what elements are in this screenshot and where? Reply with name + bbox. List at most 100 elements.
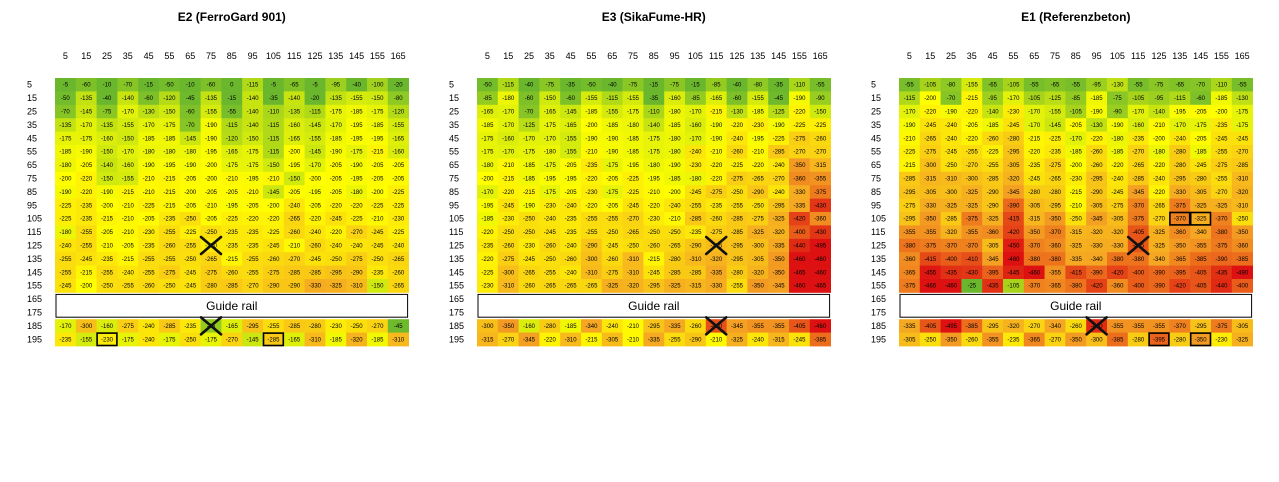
cell-value: -225 bbox=[481, 270, 494, 276]
cell-value: -235 bbox=[565, 230, 578, 236]
cell-value: -175 bbox=[627, 110, 640, 116]
heatmap-cell bbox=[581, 319, 603, 333]
heatmap-cell bbox=[304, 78, 326, 92]
cell-value: -240 bbox=[351, 244, 364, 250]
heatmap-cell bbox=[96, 319, 118, 333]
cell-value: -185 bbox=[1195, 150, 1208, 156]
heatmap-cell bbox=[1044, 78, 1066, 92]
cell-value: -5 bbox=[312, 83, 318, 89]
heatmap-cell bbox=[1127, 131, 1149, 146]
heatmap-cell bbox=[601, 225, 623, 240]
cell-value: -215 bbox=[903, 163, 916, 169]
y-tick-label: 85 bbox=[449, 187, 459, 197]
heatmap-cell bbox=[1127, 319, 1149, 333]
heatmap-cell bbox=[768, 145, 790, 159]
heatmap-cell bbox=[768, 91, 790, 106]
cell-value: -215 bbox=[163, 203, 176, 209]
cell-value: -130 bbox=[1091, 123, 1104, 129]
cell-value: -105 bbox=[924, 83, 937, 89]
heatmap-cell bbox=[1003, 158, 1025, 173]
heatmap-cell bbox=[304, 332, 326, 347]
cell-value: -185 bbox=[752, 110, 765, 116]
heatmap-cell bbox=[560, 171, 582, 186]
cell-value: -275 bbox=[205, 270, 218, 276]
heatmap-cell bbox=[664, 279, 686, 293]
heatmap-cell bbox=[539, 104, 561, 119]
cell-value: -190 bbox=[143, 163, 156, 169]
cell-value: -205 bbox=[184, 203, 197, 209]
cell-value: -185 bbox=[1091, 96, 1104, 102]
cell-value: -155 bbox=[351, 96, 364, 102]
cell-value: -135 bbox=[101, 123, 114, 129]
y-tick-label: 185 bbox=[449, 321, 464, 331]
x-tick-label: 125 bbox=[729, 51, 744, 61]
cell-value: -235 bbox=[163, 217, 176, 223]
heatmap-cell bbox=[789, 252, 811, 266]
cell-value: -215 bbox=[1028, 136, 1041, 142]
heatmap-cell bbox=[75, 158, 97, 173]
heatmap-cell bbox=[221, 91, 243, 106]
cell-value: -240 bbox=[330, 244, 343, 250]
heatmap-cell bbox=[1023, 279, 1045, 293]
cell-value: -75 bbox=[670, 83, 679, 89]
heatmap-cell bbox=[477, 145, 499, 159]
measurement-cross-mark bbox=[704, 235, 728, 256]
cell-value: -350 bbox=[773, 270, 786, 276]
cell-value: -335 bbox=[648, 337, 661, 343]
heatmap-cell bbox=[55, 104, 77, 119]
cell-value: -240 bbox=[1174, 136, 1187, 142]
cell-value: -175 bbox=[80, 136, 93, 142]
cell-value: -140 bbox=[247, 123, 260, 129]
cell-value: -250 bbox=[1236, 217, 1249, 223]
heatmap-cell bbox=[1107, 332, 1129, 347]
cell-value: -160 bbox=[689, 123, 702, 129]
cell-value: -65 bbox=[1175, 83, 1184, 89]
cell-value: -310 bbox=[1236, 203, 1249, 209]
heatmap-cell bbox=[747, 198, 769, 213]
cell-value: -255 bbox=[731, 284, 744, 290]
heatmap-cell bbox=[117, 158, 139, 173]
cell-value: -260 bbox=[1091, 163, 1104, 169]
cell-value: -15 bbox=[144, 83, 153, 89]
cell-value: -220 bbox=[1111, 163, 1124, 169]
cell-value: -265 bbox=[669, 244, 682, 250]
heatmap-cell bbox=[367, 212, 389, 226]
heatmap-cell bbox=[283, 171, 305, 186]
heatmap-cell bbox=[1023, 212, 1045, 226]
heatmap-cell bbox=[768, 118, 790, 132]
cell-value: -55 bbox=[816, 83, 825, 89]
cell-value: -230 bbox=[544, 203, 557, 209]
heatmap-cell bbox=[768, 198, 790, 213]
heatmap-cell bbox=[1065, 198, 1087, 213]
heatmap-cell bbox=[789, 145, 811, 159]
cell-value: -240 bbox=[731, 136, 744, 142]
cell-value: -230 bbox=[1007, 110, 1020, 116]
cell-value: -205 bbox=[606, 203, 619, 209]
heatmap-cell bbox=[1127, 185, 1149, 199]
cell-value: -145 bbox=[247, 337, 260, 343]
y-tick-label: 95 bbox=[449, 200, 459, 210]
x-tick-label: 145 bbox=[1193, 51, 1208, 61]
heatmap-cell bbox=[560, 185, 582, 199]
heatmap-cell bbox=[387, 158, 409, 173]
heatmap-cell bbox=[899, 319, 921, 333]
cell-value: -55 bbox=[1134, 83, 1143, 89]
heatmap-cell bbox=[622, 265, 644, 280]
x-tick-label: 55 bbox=[586, 51, 596, 61]
cell-value: -280 bbox=[1132, 337, 1145, 343]
heatmap-cell bbox=[283, 104, 305, 119]
heatmap-cell bbox=[75, 118, 97, 132]
cell-value: -205 bbox=[205, 217, 218, 223]
heatmap-cell bbox=[367, 225, 389, 240]
cell-value: -185 bbox=[669, 123, 682, 129]
cell-value: -205 bbox=[205, 190, 218, 196]
x-tick-label: 115 bbox=[709, 51, 723, 61]
cell-value: -185 bbox=[163, 136, 176, 142]
cell-value: -210 bbox=[502, 163, 515, 169]
heatmap-cell bbox=[664, 171, 686, 186]
cell-value: -260 bbox=[163, 244, 176, 250]
cell-value: -395 bbox=[1153, 337, 1166, 343]
cell-value: -235 bbox=[80, 203, 93, 209]
heatmap-cell bbox=[664, 332, 686, 347]
cell-value: -345 bbox=[1091, 217, 1104, 223]
